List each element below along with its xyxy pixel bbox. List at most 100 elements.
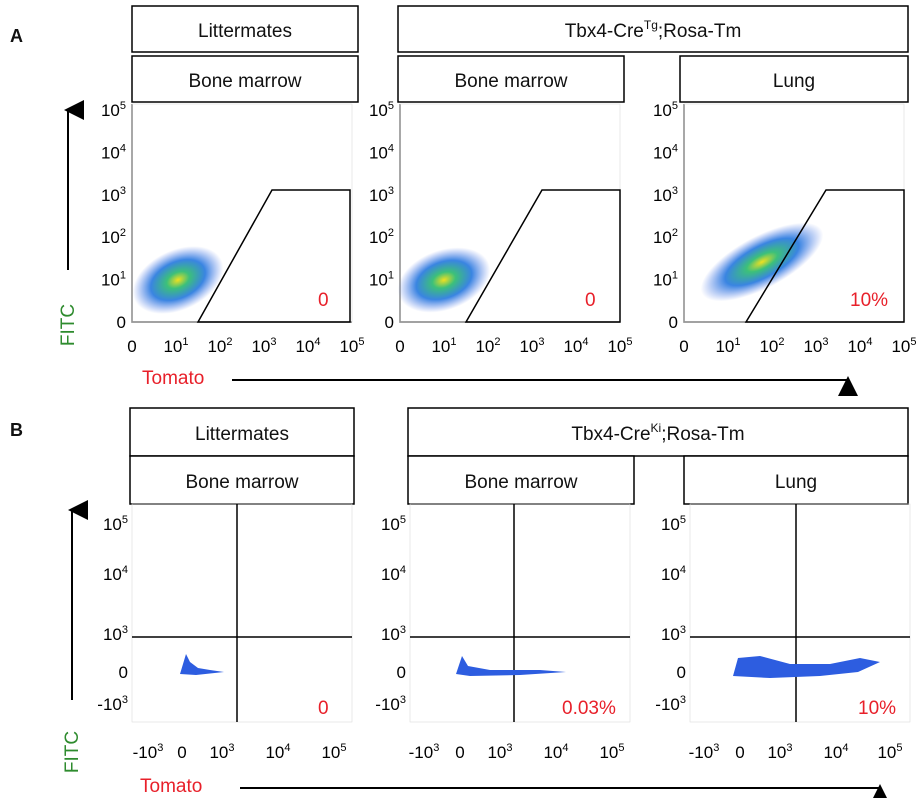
header-tg-a-label: Tbx4-CreTg;Rosa-Tm	[565, 18, 742, 42]
panel-a-letter: A	[10, 26, 23, 46]
tissue-label-b2: Bone marrow	[465, 472, 578, 493]
y-tick-a1: 104	[101, 142, 126, 162]
y-tick-b3: 103	[661, 624, 686, 644]
tissue-box-a2	[397, 55, 625, 103]
y-tick-b2: 103	[381, 624, 406, 644]
x-tick-b3: 103	[767, 742, 792, 762]
tissue-box-b2	[407, 455, 635, 505]
y-tick-a3: 0	[669, 313, 678, 332]
x-tick-a3: 0	[679, 337, 688, 356]
tissue-box-a3	[679, 55, 909, 103]
plot-b1: 0	[131, 503, 353, 723]
percent-a2: 0	[585, 290, 596, 311]
y-tick-b2: 105	[381, 514, 406, 534]
tomato-title-b: Tomato	[140, 776, 202, 797]
x-tick-a2: 102	[475, 336, 500, 356]
plot-a3: 10%	[683, 103, 905, 323]
gate-a3	[744, 189, 905, 323]
x-tick-b2: 103	[487, 742, 512, 762]
y-tick-a1: 102	[101, 227, 126, 247]
percent-b1: 0	[318, 698, 329, 719]
x-tick-b2: 104	[543, 742, 568, 762]
y-tick-b1: 0	[119, 663, 128, 682]
y-tick-a3: 103	[653, 185, 678, 205]
x-tick-b1: 0	[177, 743, 186, 762]
y-tick-b2: 104	[381, 564, 406, 584]
x-tick-b3: 0	[735, 743, 744, 762]
header-littermates-a	[131, 5, 359, 53]
ticks-b: -103 0 103 104 105 105 104 103 0 -103 -103 0 103 104 1…	[97, 514, 902, 762]
y-tick-b3: -103	[655, 694, 686, 714]
x-tick-b1: 105	[321, 742, 346, 762]
x-tick-a2: 104	[563, 336, 588, 356]
tissue-box-a1	[131, 55, 359, 103]
y-tick-a1: 0	[117, 313, 126, 332]
y-tick-b1: -103	[97, 694, 128, 714]
x-tick-a2: 101	[431, 336, 456, 356]
y-tick-b1: 105	[103, 514, 128, 534]
fitc-title-a: FITC	[58, 304, 79, 346]
header-littermates-b	[129, 407, 355, 457]
header-littermates-a-label: Littermates	[198, 21, 292, 42]
x-tick-b1: -103	[133, 742, 164, 762]
panel-b-letter: B	[10, 420, 23, 440]
header-tg-a	[397, 5, 909, 53]
tissue-label-a2: Bone marrow	[455, 71, 568, 92]
fitc-title-b: FITC	[62, 731, 83, 773]
y-tick-b3: 105	[661, 514, 686, 534]
percent-a1: 0	[318, 290, 329, 311]
y-tick-a3: 101	[653, 270, 678, 290]
density-population-b3	[733, 656, 880, 678]
y-tick-a1: 105	[101, 100, 126, 120]
y-tick-b2: 0	[397, 663, 406, 682]
y-tick-b1: 103	[103, 624, 128, 644]
x-tick-a3: 101	[715, 336, 740, 356]
tomato-title-a: Tomato	[142, 368, 204, 389]
y-tick-a3: 102	[653, 227, 678, 247]
y-tick-b3: 0	[677, 663, 686, 682]
plot-b3: 10%	[689, 503, 911, 723]
header-ki-b-label: Tbx4-CreKi;Rosa-Tm	[571, 421, 744, 445]
tissue-box-b1	[129, 455, 355, 505]
density-population-a2	[397, 247, 491, 313]
header-littermates-b-label: Littermates	[195, 424, 289, 445]
x-tick-b3: 105	[877, 742, 902, 762]
x-tick-a3: 102	[759, 336, 784, 356]
percent-b3: 10%	[858, 698, 896, 719]
ticks-a: 0 101 102 103 104 105 0 101 102 103 104 105 0 101 102 1…	[101, 100, 917, 356]
y-tick-a2: 0	[385, 313, 394, 332]
x-tick-a3: 104	[847, 336, 872, 356]
x-tick-a1: 102	[207, 336, 232, 356]
y-tick-a2: 101	[369, 270, 394, 290]
y-tick-a1: 101	[101, 270, 126, 290]
plot-a1: 0	[131, 103, 353, 323]
y-tick-a2: 105	[369, 100, 394, 120]
header-ki-b	[407, 407, 909, 457]
y-tick-a2: 102	[369, 227, 394, 247]
x-tick-b3: 104	[823, 742, 848, 762]
density-population-b2	[456, 656, 566, 676]
y-tick-a2: 103	[369, 185, 394, 205]
y-tick-b1: 104	[103, 564, 128, 584]
percent-b2: 0.03%	[562, 698, 616, 719]
x-tick-a1: 101	[163, 336, 188, 356]
tissue-label-a3: Lung	[773, 71, 815, 92]
x-tick-a2: 0	[395, 337, 404, 356]
y-tick-a3: 105	[653, 100, 678, 120]
density-population-a1	[132, 246, 224, 314]
x-tick-a1: 105	[339, 336, 364, 356]
gate-a2	[464, 189, 621, 323]
x-tick-a3: 103	[803, 336, 828, 356]
y-tick-a2: 104	[369, 142, 394, 162]
y-tick-a1: 103	[101, 185, 126, 205]
x-tick-b1: 104	[265, 742, 290, 762]
tissue-label-a1: Bone marrow	[189, 71, 302, 92]
x-tick-a1: 0	[127, 337, 136, 356]
x-tick-a2: 103	[519, 336, 544, 356]
x-tick-b2: 0	[455, 743, 464, 762]
tissue-label-b1: Bone marrow	[186, 472, 299, 493]
x-tick-b1: 103	[209, 742, 234, 762]
x-tick-b2: -103	[409, 742, 440, 762]
y-tick-b2: -103	[375, 694, 406, 714]
